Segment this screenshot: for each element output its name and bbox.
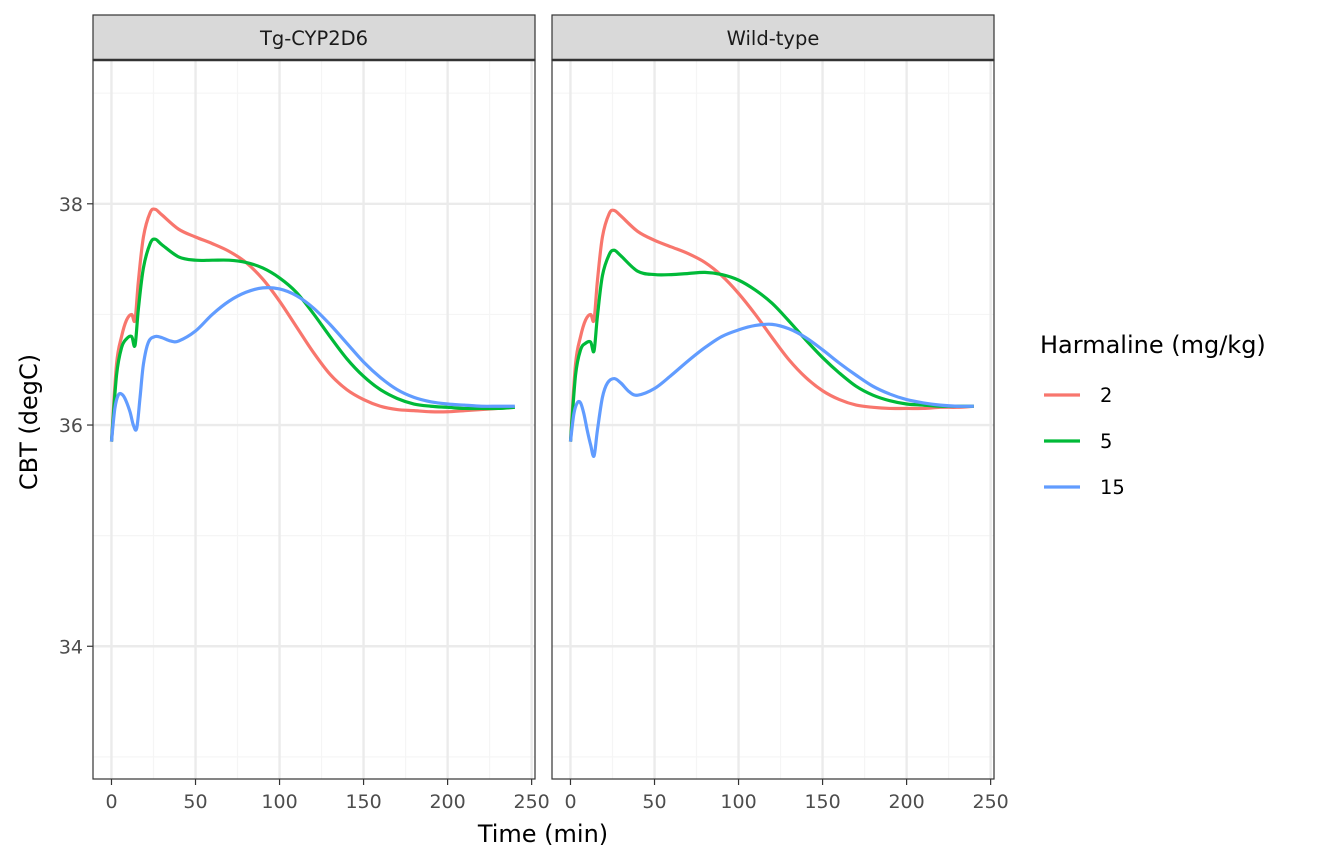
panel-background: [93, 60, 535, 779]
facet-strip: [551, 14, 995, 61]
legend-label: 2: [1100, 384, 1112, 407]
x-tick-label: 0: [105, 791, 117, 813]
facet-strip-label: Wild-type: [727, 27, 820, 50]
facet-panel-1: Tg-CYP2D6: [92, 14, 536, 780]
legend-title: Harmaline (mg/kg): [1040, 331, 1266, 359]
x-axis-title: Time (min): [477, 820, 608, 848]
y-tick-label: 34: [59, 636, 83, 658]
series-line-2: [109, 207, 515, 442]
legend: Harmaline (mg/kg) 2 5 15: [1040, 331, 1266, 499]
y-tick-label: 38: [59, 194, 83, 216]
x-tick-label: 250: [973, 791, 1009, 813]
x-tick-label: 200: [888, 791, 924, 813]
grid-lines: [93, 60, 535, 779]
chart-panels: Tg-CYP2D6 Wild-type: [92, 14, 995, 780]
chart-axes: 0 50 100 150 200 250 34 36 38 0 50 100 150 200 250: [59, 194, 1009, 813]
facet-strip: [92, 14, 536, 61]
x-tick-label: 50: [642, 791, 666, 813]
series-line-5: [109, 237, 515, 442]
legend-item-2: 2: [1044, 384, 1112, 407]
series-line-15: [109, 286, 515, 442]
x-tick-label: 50: [183, 791, 207, 813]
legend-label: 15: [1100, 476, 1125, 499]
x-tick-label: 100: [720, 791, 756, 813]
facet-strip-label: Tg-CYP2D6: [259, 27, 368, 50]
y-axis: 34 36 38: [59, 194, 93, 658]
x-axis-2: 0 50 100 150 200 250: [564, 779, 1009, 813]
grid-lines: [552, 60, 994, 779]
series-line-2: [568, 208, 974, 442]
legend-item-5: 5: [1044, 430, 1112, 453]
series-line-5: [568, 248, 974, 442]
x-tick-label: 150: [345, 791, 381, 813]
panel-background: [552, 60, 994, 779]
legend-label: 5: [1100, 430, 1112, 453]
x-tick-label: 100: [261, 791, 297, 813]
y-tick-label: 36: [59, 415, 83, 437]
x-tick-label: 200: [429, 791, 465, 813]
facet-panel-2: Wild-type: [551, 14, 995, 780]
series-line-15: [568, 322, 974, 458]
legend-item-15: 15: [1044, 476, 1125, 499]
x-tick-label: 150: [804, 791, 840, 813]
x-tick-label: 0: [564, 791, 576, 813]
x-axis-1: 0 50 100 150 200 250: [105, 779, 550, 813]
x-tick-label: 250: [514, 791, 550, 813]
legend-items: 2 5 15: [1044, 384, 1125, 499]
y-axis-title: CBT (degC): [15, 354, 43, 490]
